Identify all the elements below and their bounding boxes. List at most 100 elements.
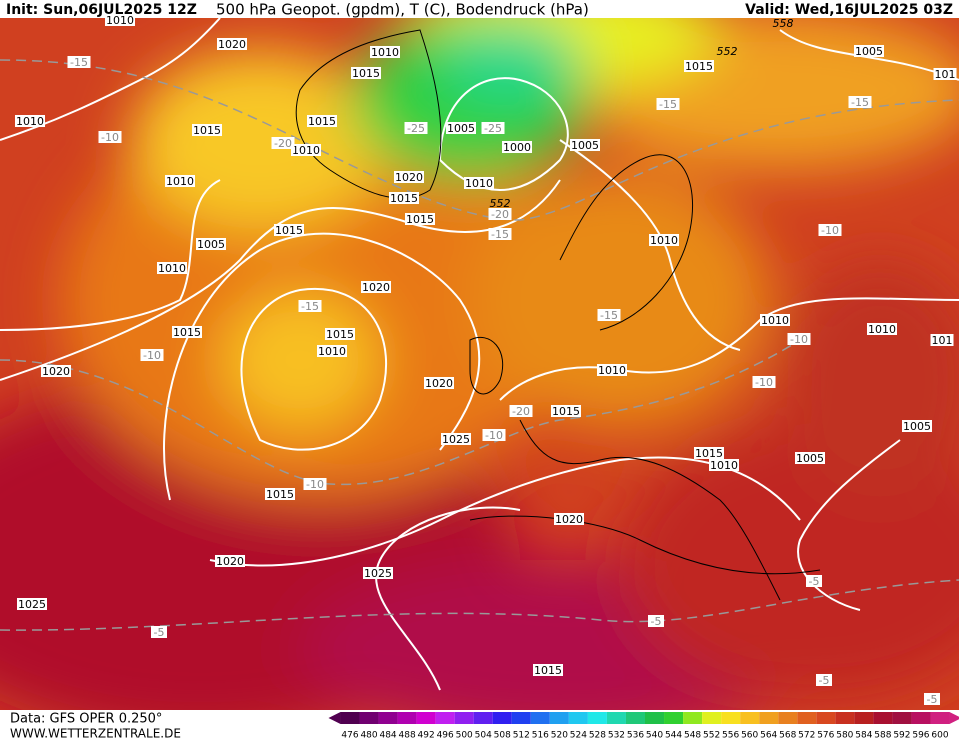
temperature-label-box <box>481 122 505 134</box>
scale-label: 600 <box>931 731 948 741</box>
scale-label: 488 <box>399 731 416 741</box>
scale-label: 504 <box>475 731 492 741</box>
temperature-label-box <box>806 575 822 587</box>
scale-label: 512 <box>513 731 530 741</box>
temperature-label: -10 <box>821 224 839 237</box>
height-label: 558 <box>773 17 794 30</box>
scale-label: 540 <box>646 731 663 741</box>
scale-label: 568 <box>779 731 796 741</box>
scale-swatch <box>492 712 512 724</box>
scale-label: 492 <box>418 731 435 741</box>
isobar-label-box <box>41 365 71 377</box>
scale-label: 592 <box>893 731 910 741</box>
scale-swatch <box>892 712 912 724</box>
temperature-label: -10 <box>101 131 119 144</box>
scale-swatch <box>435 712 455 724</box>
temperature-label: -5 <box>819 674 830 687</box>
isobar-label-box <box>424 377 454 389</box>
isobar-label-box <box>930 334 954 346</box>
isobar-label-box <box>533 664 563 676</box>
scale-swatch <box>454 712 474 724</box>
temperature-label-box <box>924 693 940 705</box>
scale-label: 524 <box>570 731 587 741</box>
isobar-label: 1025 <box>364 567 392 580</box>
height-label: 552 <box>490 197 511 210</box>
isobar-label: 101 <box>932 334 953 347</box>
temperature-label-box <box>816 674 832 686</box>
coastlines <box>295 29 821 601</box>
isobar-label-box <box>446 122 476 134</box>
temperature-label-box <box>848 96 872 108</box>
temperature-label-box <box>151 626 167 638</box>
scale-label: 552 <box>703 731 720 741</box>
isobar-label: 1010 <box>761 314 789 327</box>
scale-swatch <box>930 712 950 724</box>
isobar-label: 1020 <box>42 365 70 378</box>
isobar-label: 1010 <box>16 115 44 128</box>
isobar-label-box <box>760 314 790 326</box>
isobar-label-box <box>317 345 347 357</box>
isobar-label-box <box>464 177 494 189</box>
isobar-label: 1010 <box>465 177 493 190</box>
scale-swatch <box>683 712 703 724</box>
isobar-label-box <box>597 364 627 376</box>
scale-label: 520 <box>551 731 568 741</box>
isobar-label: 1015 <box>352 67 380 80</box>
scale-swatch <box>378 712 398 724</box>
isobar-label: 1020 <box>555 513 583 526</box>
isobar-label: 1025 <box>442 433 470 446</box>
temperature-label: -10 <box>143 349 161 362</box>
scale-swatch <box>397 712 417 724</box>
isobar-label: 1000 <box>503 141 531 154</box>
isobar-label-box <box>551 405 581 417</box>
scale-label: 516 <box>532 731 549 741</box>
scale-swatch <box>816 712 836 724</box>
scale-swatch <box>759 712 779 724</box>
scale-swatch <box>664 712 684 724</box>
isobar-label: 1015 <box>685 60 713 73</box>
isobar-label-box <box>217 38 247 50</box>
scale-swatch <box>778 712 798 724</box>
isobar-label-box <box>441 433 471 445</box>
temperature-label-box <box>271 137 295 149</box>
temperature-label-box <box>404 122 428 134</box>
scale-swatch <box>340 712 360 724</box>
isobar-label-box <box>215 555 245 567</box>
scale-label: 572 <box>798 731 815 741</box>
scale-swatch <box>740 712 760 724</box>
isobar-label: 1020 <box>395 171 423 184</box>
isobar-label: 1015 <box>193 124 221 137</box>
valid-text: Valid: Wed,16JUL2025 03Z <box>745 2 953 18</box>
isobar-label-box <box>307 115 337 127</box>
isobar-label-box <box>265 488 295 500</box>
isobar-label: 1005 <box>796 452 824 465</box>
isobar-label: 1010 <box>158 262 186 275</box>
scale-arrow-right <box>949 712 959 724</box>
temperature-label-box <box>597 309 621 321</box>
isotherms <box>0 59 959 631</box>
isobar-label-box <box>854 45 884 57</box>
isobar-label-box <box>933 68 957 80</box>
temperature-label: -20 <box>491 208 509 221</box>
isobar-label: 1015 <box>552 405 580 418</box>
temperature-label-box <box>98 131 122 143</box>
isobar-label-box <box>389 192 419 204</box>
temperature-label: -5 <box>927 693 938 706</box>
isobar-label: 1020 <box>218 38 246 51</box>
isobar-label: 101 <box>935 68 956 81</box>
map-title: 500 hPa Geopot. (gpdm), T (C), Bodendruc… <box>216 1 589 19</box>
isobar-label-box <box>105 14 135 26</box>
isobar-label: 1010 <box>868 323 896 336</box>
temperature-label-box <box>648 615 664 627</box>
scale-label: 528 <box>589 731 606 741</box>
isobar-label-box <box>405 213 435 225</box>
isobar-label-box <box>325 328 355 340</box>
init-text: Init: Sun,06JUL2025 12Z <box>6 2 197 18</box>
scale-swatch <box>587 712 607 724</box>
temperature-label: -5 <box>154 626 165 639</box>
temperature-label-box <box>752 376 776 388</box>
temperature-label-box <box>67 56 91 68</box>
temperature-label: -15 <box>70 56 88 69</box>
scale-label: 484 <box>379 731 396 741</box>
